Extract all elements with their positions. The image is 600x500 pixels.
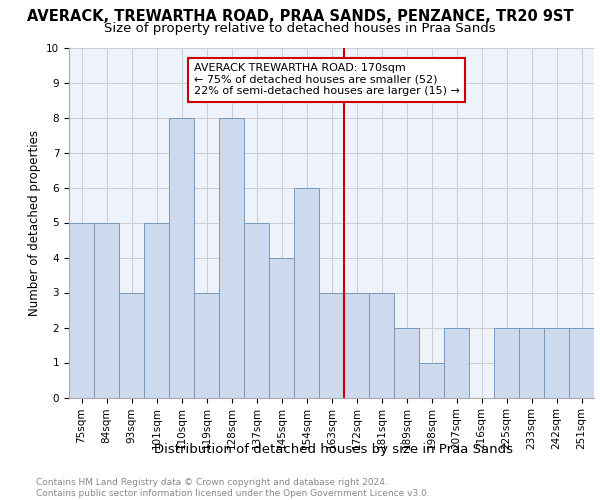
Bar bbox=[219, 118, 244, 398]
Bar bbox=[194, 292, 219, 398]
Bar bbox=[394, 328, 419, 398]
Y-axis label: Number of detached properties: Number of detached properties bbox=[28, 130, 41, 316]
Bar bbox=[344, 292, 369, 398]
Text: Size of property relative to detached houses in Praa Sands: Size of property relative to detached ho… bbox=[104, 22, 496, 35]
Bar bbox=[544, 328, 569, 398]
Bar bbox=[444, 328, 469, 398]
Bar bbox=[519, 328, 544, 398]
Bar bbox=[269, 258, 294, 398]
Text: AVERACK, TREWARTHA ROAD, PRAA SANDS, PENZANCE, TR20 9ST: AVERACK, TREWARTHA ROAD, PRAA SANDS, PEN… bbox=[26, 9, 574, 24]
Bar bbox=[569, 328, 594, 398]
Bar bbox=[294, 188, 319, 398]
Text: Distribution of detached houses by size in Praa Sands: Distribution of detached houses by size … bbox=[154, 442, 512, 456]
Bar bbox=[119, 292, 144, 398]
Bar bbox=[94, 222, 119, 398]
Bar bbox=[169, 118, 194, 398]
Bar bbox=[69, 222, 94, 398]
Text: AVERACK TREWARTHA ROAD: 170sqm
← 75% of detached houses are smaller (52)
22% of : AVERACK TREWARTHA ROAD: 170sqm ← 75% of … bbox=[194, 64, 460, 96]
Bar bbox=[369, 292, 394, 398]
Bar bbox=[319, 292, 344, 398]
Bar bbox=[144, 222, 169, 398]
Bar bbox=[419, 362, 444, 398]
Text: Contains HM Land Registry data © Crown copyright and database right 2024.
Contai: Contains HM Land Registry data © Crown c… bbox=[36, 478, 430, 498]
Bar bbox=[244, 222, 269, 398]
Bar bbox=[494, 328, 519, 398]
